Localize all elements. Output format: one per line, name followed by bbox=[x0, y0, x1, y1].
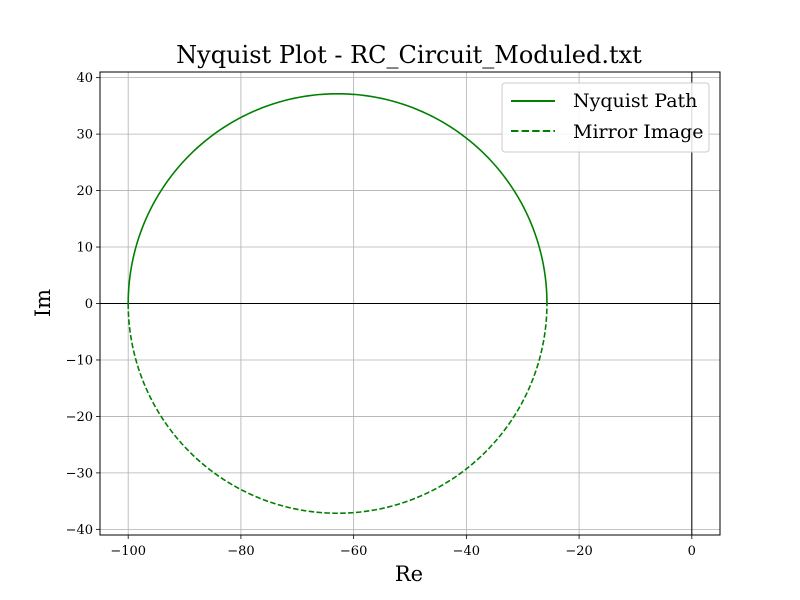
y-tick-label: −30 bbox=[66, 466, 93, 481]
chart-title: Nyquist Plot - RC_Circuit_Moduled.txt bbox=[176, 41, 642, 69]
series-line-mirror-image bbox=[127, 303, 548, 515]
y-tick-label: −20 bbox=[66, 410, 93, 425]
x-tick-label: −40 bbox=[453, 544, 480, 559]
y-tick-label: 0 bbox=[85, 297, 93, 312]
y-tick-label: −10 bbox=[66, 353, 93, 368]
x-tick-label: 0 bbox=[688, 544, 696, 559]
x-tick-label: −80 bbox=[227, 544, 254, 559]
x-tick-label: −60 bbox=[340, 544, 367, 559]
x-axis-label: Re bbox=[395, 562, 423, 586]
legend: Nyquist Path Mirror Image bbox=[501, 82, 710, 153]
legend-label-nyquist-path: Nyquist Path bbox=[573, 90, 697, 112]
y-tick-label: 10 bbox=[76, 241, 93, 256]
x-tick-label: −100 bbox=[110, 544, 146, 559]
series-layer bbox=[127, 92, 548, 515]
y-axis-label: Im bbox=[31, 289, 55, 317]
y-tick-label: −40 bbox=[66, 523, 93, 538]
y-tick-label: 40 bbox=[76, 71, 93, 86]
series-line-nyquist-path bbox=[127, 92, 548, 304]
y-tick-label: 30 bbox=[76, 128, 93, 143]
y-tick-label: 20 bbox=[76, 184, 93, 199]
x-tick-label: −20 bbox=[565, 544, 592, 559]
legend-label-mirror-image: Mirror Image bbox=[573, 121, 704, 143]
